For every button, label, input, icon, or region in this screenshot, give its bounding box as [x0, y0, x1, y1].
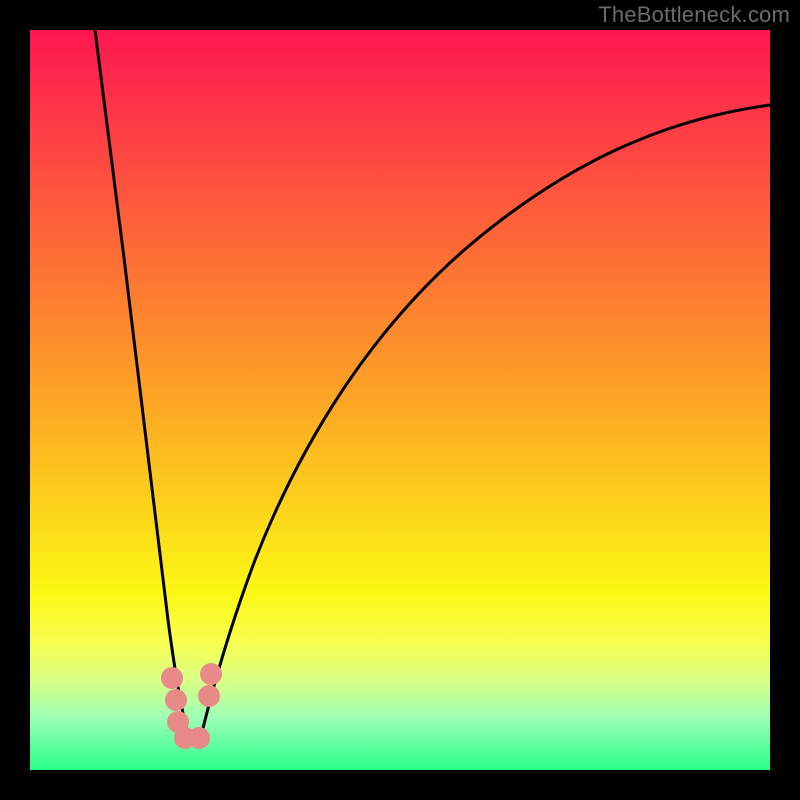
marker-dot [165, 689, 187, 711]
marker-dot [161, 667, 183, 689]
left-curve [95, 30, 190, 740]
marker-dot [200, 663, 222, 685]
watermark-text: TheBottleneck.com [598, 2, 790, 28]
marker-dot [198, 685, 220, 707]
marker-group [161, 663, 222, 749]
chart-frame: TheBottleneck.com [0, 0, 800, 800]
curves-layer [0, 0, 800, 800]
right-curve [200, 105, 770, 740]
marker-dot [188, 727, 210, 749]
